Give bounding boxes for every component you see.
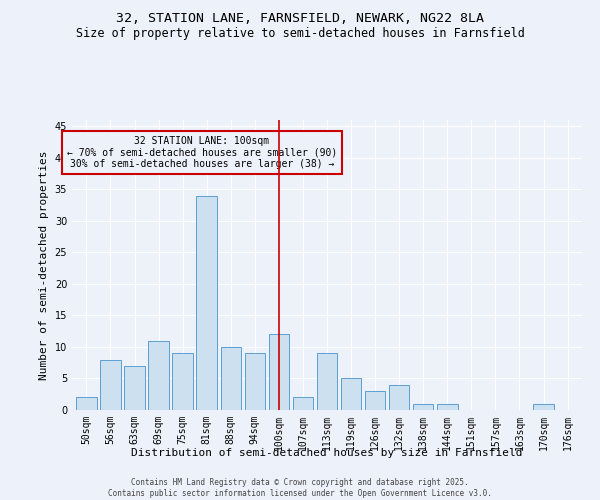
Text: Contains HM Land Registry data © Crown copyright and database right 2025.
Contai: Contains HM Land Registry data © Crown c… xyxy=(108,478,492,498)
Text: 32 STATION LANE: 100sqm
← 70% of semi-detached houses are smaller (90)
30% of se: 32 STATION LANE: 100sqm ← 70% of semi-de… xyxy=(67,136,337,169)
Bar xyxy=(76,398,97,410)
Bar xyxy=(269,334,289,410)
Text: Distribution of semi-detached houses by size in Farnsfield: Distribution of semi-detached houses by … xyxy=(131,448,523,458)
Bar xyxy=(317,354,337,410)
Bar xyxy=(148,340,169,410)
Bar xyxy=(245,354,265,410)
Bar xyxy=(100,360,121,410)
Bar xyxy=(196,196,217,410)
Bar xyxy=(413,404,433,410)
Bar xyxy=(341,378,361,410)
Text: 32, STATION LANE, FARNSFIELD, NEWARK, NG22 8LA: 32, STATION LANE, FARNSFIELD, NEWARK, NG… xyxy=(116,12,484,26)
Bar xyxy=(365,391,385,410)
Bar xyxy=(293,398,313,410)
Bar xyxy=(389,385,409,410)
Bar xyxy=(124,366,145,410)
Text: Size of property relative to semi-detached houses in Farnsfield: Size of property relative to semi-detach… xyxy=(76,28,524,40)
Y-axis label: Number of semi-detached properties: Number of semi-detached properties xyxy=(39,150,49,380)
Bar xyxy=(221,347,241,410)
Bar xyxy=(172,354,193,410)
Bar xyxy=(437,404,458,410)
Bar xyxy=(533,404,554,410)
